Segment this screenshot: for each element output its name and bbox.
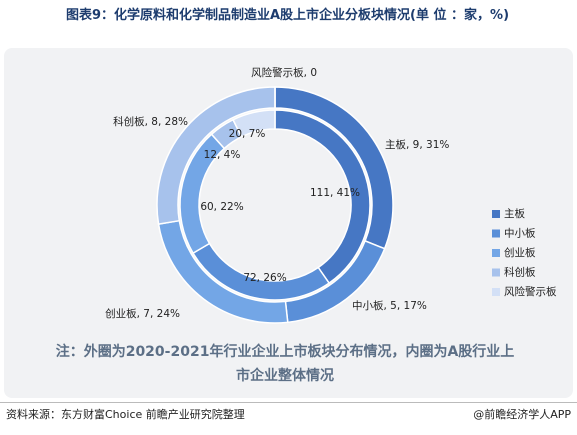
legend-swatch	[492, 268, 500, 277]
data-label: 中小板, 5, 17%	[352, 299, 427, 312]
footer-rule	[0, 402, 577, 403]
legend-label: 科创板	[504, 266, 536, 279]
data-label: 111, 41%	[310, 187, 360, 199]
data-label: 主板, 9, 31%	[385, 138, 449, 151]
legend-label: 主板	[504, 207, 525, 220]
legend-label: 风险警示板	[504, 285, 557, 298]
data-label: 12, 4%	[204, 149, 241, 161]
legend-swatch	[492, 229, 500, 238]
data-label: 60, 22%	[200, 201, 243, 213]
title: 图表9：化学原料和化学制品制造业A股上市企业分板块情况(单 位 ：家，%)	[65, 8, 510, 23]
data-label: 20, 7%	[229, 128, 266, 140]
legend-label: 中小板	[504, 227, 536, 240]
data-label: 风险警示板, 0	[251, 66, 317, 79]
data-label: 创业板, 7, 24%	[105, 307, 180, 320]
note: 注：外圈为2020-2021年行业企业上市板块分布情况，内圈为A股行业上市企业整…	[55, 344, 515, 384]
legend-label: 创业板	[504, 246, 536, 259]
brand: @前瞻经济学人APP	[473, 408, 571, 421]
legend-swatch	[492, 210, 500, 218]
legend-swatch	[492, 249, 500, 257]
source: 资料来源：东方财富Choice 前瞻产业研究院整理	[6, 408, 245, 421]
slice	[232, 109, 276, 138]
data-label: 72, 26%	[243, 272, 286, 284]
legend-swatch	[492, 288, 500, 296]
data-label: 科创板, 8, 28%	[113, 115, 188, 128]
